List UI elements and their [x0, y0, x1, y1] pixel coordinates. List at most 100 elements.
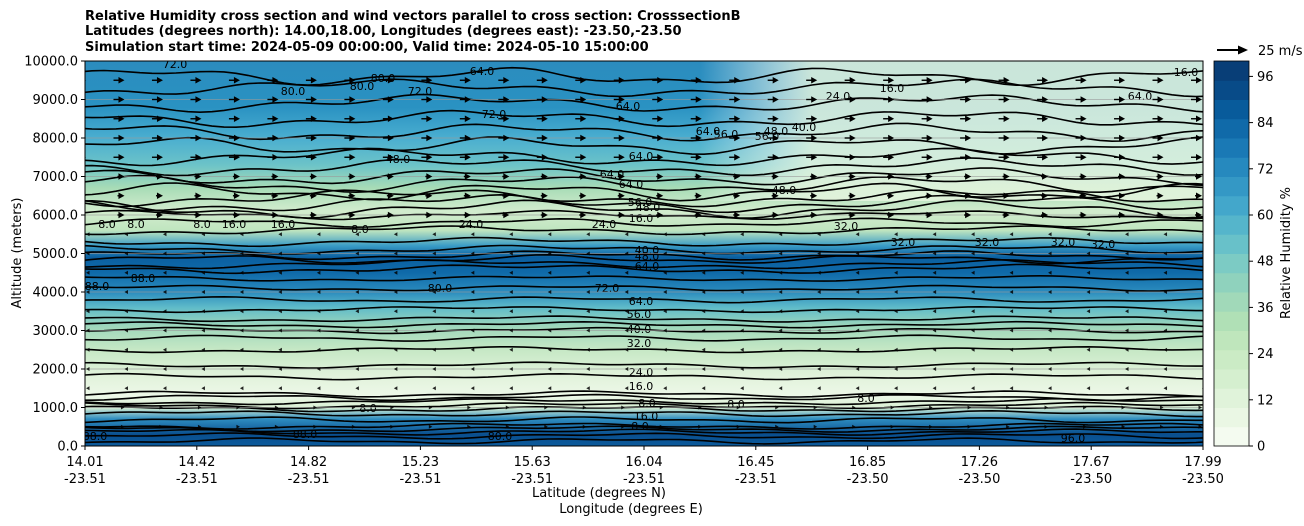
wind-vector-head: [124, 386, 128, 391]
wind-vector-head: [971, 367, 975, 371]
y-axis-label: Altitude (meters): [10, 198, 25, 309]
wind-vector-head: [734, 115, 741, 122]
wind-vector-head: [541, 211, 548, 219]
chart-title-line-1: Relative Humidity cross section and wind…: [85, 9, 741, 24]
contour-line: [85, 305, 1203, 314]
wind-vector-head: [118, 211, 125, 219]
wind-vector-head: [272, 154, 279, 161]
contour-label-text: 56.0: [627, 308, 652, 321]
wind-vector-head: [1119, 211, 1126, 219]
contour-label: 8.0: [857, 392, 875, 405]
wind-vector-head: [1048, 232, 1052, 237]
wind-vector-head: [195, 115, 202, 122]
plot-area: 72.080.080.0 80.064.072.072.064.064.048.0…: [85, 61, 1203, 446]
colorbar-segment: [1214, 99, 1249, 120]
wind-vector-head: [890, 405, 895, 410]
wind-vector-head: [888, 77, 895, 84]
wind-vector-head: [1196, 154, 1202, 161]
wind-vector-head: [778, 232, 783, 237]
wind-vector-head: [1125, 367, 1129, 371]
contour-label: 8.0: [359, 402, 377, 415]
wind-vector-head: [695, 192, 702, 199]
wind-vector-head: [855, 270, 860, 275]
contour-label-text: 64.0: [629, 295, 654, 308]
contour-label-text: 24.0: [459, 218, 484, 231]
contour-label-text: 56.0: [628, 196, 653, 209]
contour-line: [85, 437, 1203, 445]
x-tick-label-lon: -23.51: [399, 472, 441, 487]
wind-vector-head: [316, 328, 321, 333]
wind-vector-head: [464, 173, 471, 180]
wind-vector-head: [586, 251, 590, 256]
wind-vector-head: [426, 115, 433, 122]
wind-vector-head: [618, 134, 625, 142]
wind-vector-head: [965, 96, 972, 103]
wind-vector-head: [432, 290, 436, 294]
contour-label: 64.0: [635, 260, 660, 273]
wind-vector-head: [86, 328, 90, 333]
wind-vector-head: [195, 134, 202, 142]
wind-vector-head: [855, 232, 860, 237]
wind-vector-head: [1163, 251, 1168, 256]
colorbar-segment: [1214, 234, 1249, 254]
colorbar-tick-label: 84: [1257, 116, 1274, 131]
wind-vector-head: [701, 328, 706, 333]
wind-vector-head: [351, 424, 356, 429]
wind-vector-head: [86, 251, 90, 256]
wind-vector-head: [772, 115, 779, 122]
contour-label: 16.0: [629, 212, 654, 225]
wind-vector-head: [541, 192, 548, 199]
x-tick-label-lon: -23.50: [1070, 472, 1112, 487]
wind-vectors: [85, 77, 1203, 429]
wind-vector-head: [503, 96, 510, 103]
contour-label: 32.0: [1091, 238, 1116, 251]
contour-label-text: 32.0: [891, 236, 916, 249]
colorbar-label: Relative Humidity %: [1279, 187, 1294, 319]
wind-vector-head: [355, 386, 359, 391]
wind-vector-head: [1003, 134, 1010, 142]
wind-vector-head: [582, 405, 587, 410]
wind-vector-head: [1009, 290, 1014, 294]
wind-vector-head: [965, 134, 972, 142]
wind-vector-head: [580, 192, 587, 199]
wind-vector-head: [817, 386, 821, 391]
x-tick-label-lon: -23.50: [958, 472, 1000, 487]
wind-vector-head: [432, 251, 436, 256]
contour-label-text: 8.0: [727, 398, 745, 411]
wind-vector-head: [547, 270, 552, 275]
wind-vector-head: [894, 367, 898, 371]
wind-vector-head: [239, 328, 244, 333]
wind-vector-head: [1042, 173, 1049, 180]
wind-vector-head: [201, 290, 205, 294]
wind-vector-head: [740, 251, 744, 256]
wind-vector-head: [541, 115, 548, 122]
wind-vector-head: [659, 424, 664, 429]
wind-vector-head: [503, 154, 510, 161]
wind-vector-head: [701, 270, 706, 275]
wind-vector-head: [390, 424, 394, 429]
contour-label: 16.0: [1174, 66, 1199, 79]
wind-vector-head: [965, 173, 972, 180]
wind-vector-head: [817, 309, 821, 314]
wind-vector-head: [1119, 134, 1126, 142]
contour-line: [85, 236, 1203, 248]
wind-vector-head: [811, 192, 818, 199]
wind-vector-head: [201, 347, 205, 352]
chart-title-line-3: Simulation start time: 2024-05-09 00:00:…: [85, 40, 649, 55]
wind-vector-head: [586, 309, 590, 314]
wind-vector-head: [349, 211, 356, 219]
wind-vector-head: [118, 134, 125, 142]
wind-vector-head: [310, 211, 317, 219]
contour-label: 8.0: [727, 398, 745, 411]
wind-vector-head: [932, 290, 937, 294]
wind-vector-head: [811, 134, 818, 142]
wind-vector-head: [470, 386, 475, 391]
wind-vector-head: [278, 347, 282, 352]
wind-vector-head: [888, 134, 895, 142]
wind-vector-head: [272, 77, 279, 84]
wind-vector-head: [1198, 424, 1202, 429]
wind-vector-head: [201, 328, 205, 333]
wind-vector-head: [778, 309, 783, 314]
wind-vector-head: [926, 96, 933, 103]
